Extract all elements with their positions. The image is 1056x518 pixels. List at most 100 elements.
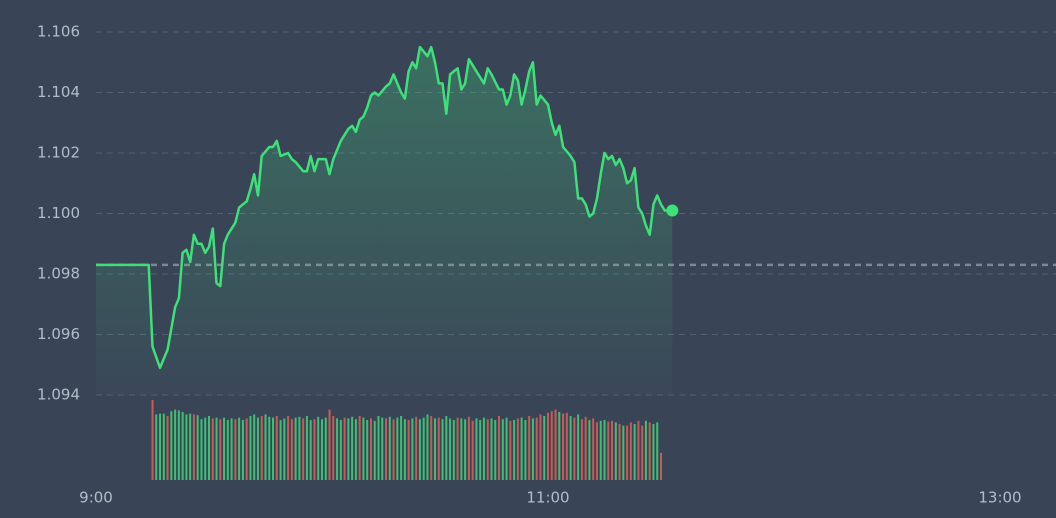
volume-bar: [595, 422, 598, 480]
volume-bar: [535, 417, 538, 480]
volume-bar: [287, 416, 290, 480]
volume-bar: [321, 419, 323, 480]
volume-bar: [498, 416, 501, 480]
y-tick-label: 1.104: [37, 83, 80, 101]
volume-bar: [219, 419, 222, 480]
volume-bar: [513, 420, 516, 480]
y-tick-label: 1.102: [37, 144, 80, 162]
y-tick-label: 1.106: [37, 23, 80, 41]
volume-bar: [396, 417, 399, 480]
volume-bar: [264, 414, 267, 480]
volume-bar: [603, 420, 606, 480]
volume-bar: [652, 424, 655, 480]
volume-bar: [614, 422, 617, 480]
volume-bar: [592, 418, 595, 480]
y-tick-label: 1.096: [37, 325, 80, 343]
volume-bar: [272, 417, 275, 480]
volume-bar: [332, 416, 335, 480]
volume-bar: [260, 416, 263, 480]
volume-bar: [211, 418, 214, 480]
volume-bar: [159, 413, 162, 480]
volume-bar: [520, 417, 523, 480]
volume-bar: [490, 418, 493, 480]
volume-bar: [385, 418, 388, 480]
volume-bar: [309, 420, 312, 480]
volume-bar: [531, 418, 534, 480]
volume-bar: [486, 419, 489, 480]
volume-bar: [516, 418, 519, 480]
volume-bar: [369, 418, 372, 480]
volume-bar: [588, 420, 591, 480]
x-tick-label: 9:00: [79, 489, 113, 507]
price-area: [96, 47, 673, 395]
volume-bar: [599, 420, 602, 480]
volume-bar: [437, 417, 440, 480]
volume-bar: [577, 414, 580, 480]
volume-bar: [584, 416, 587, 480]
volume-bar: [562, 413, 565, 480]
volume-bar: [324, 417, 327, 480]
volume-bar: [505, 417, 508, 480]
volume-bar: [241, 420, 244, 480]
volume-bar: [418, 419, 421, 480]
volume-bar: [192, 414, 195, 480]
volume-bar: [452, 420, 455, 480]
volume-bar: [618, 424, 621, 480]
volume-bar: [381, 417, 384, 480]
volume-bar: [170, 411, 173, 480]
volume-bar: [166, 416, 169, 480]
volume-bar: [641, 425, 644, 480]
volume-bar: [629, 422, 632, 480]
volume-bar: [279, 420, 282, 480]
volume-bar: [347, 418, 350, 480]
volume-bar: [400, 416, 403, 480]
volume-bar: [249, 416, 252, 480]
volume-bar: [580, 419, 583, 480]
volume-bar: [626, 425, 629, 480]
volume-bar: [554, 409, 557, 480]
volume-bar: [407, 420, 410, 480]
volume-bar: [475, 418, 478, 480]
volume-bar: [305, 416, 308, 480]
volume-bar: [208, 416, 210, 480]
volume-bar: [422, 417, 425, 480]
volume-bar: [460, 418, 463, 480]
volume-bar: [185, 414, 188, 480]
volume-bar: [456, 417, 459, 480]
volume-bar: [547, 412, 549, 480]
x-tick-label: 13:00: [978, 489, 1021, 507]
volume-bar: [302, 418, 305, 480]
volume-bar: [162, 413, 165, 480]
volume-bar: [177, 410, 180, 480]
volume-bar: [336, 418, 339, 480]
volume-bar: [200, 419, 203, 480]
volume-bar: [317, 416, 320, 480]
volume-bar: [275, 416, 278, 480]
volume-bar: [411, 418, 414, 480]
volume-bar: [256, 417, 259, 480]
y-tick-label: 1.100: [37, 204, 80, 222]
volume-bar: [611, 420, 614, 480]
volume-bar: [283, 418, 286, 480]
volume-bar: [223, 417, 226, 480]
volume-bar: [204, 417, 207, 480]
volume-bar: [415, 416, 418, 480]
y-tick-label: 1.094: [37, 386, 80, 404]
volume-bar: [362, 417, 365, 480]
volume-bar: [573, 417, 576, 480]
volume-bar: [441, 419, 444, 480]
volume-bar: [392, 419, 395, 480]
volume-bar: [196, 415, 199, 480]
volume-bar: [633, 424, 636, 480]
volume-bar: [539, 414, 542, 480]
volume-bar: [373, 420, 376, 480]
volume-bar: [565, 412, 568, 480]
volume-bar: [644, 420, 647, 480]
volume-bar: [294, 417, 297, 480]
x-tick-label: 11:00: [526, 489, 569, 507]
volume-bar: [339, 420, 342, 480]
volume-bar: [343, 417, 346, 480]
volume-bar: [509, 420, 512, 480]
